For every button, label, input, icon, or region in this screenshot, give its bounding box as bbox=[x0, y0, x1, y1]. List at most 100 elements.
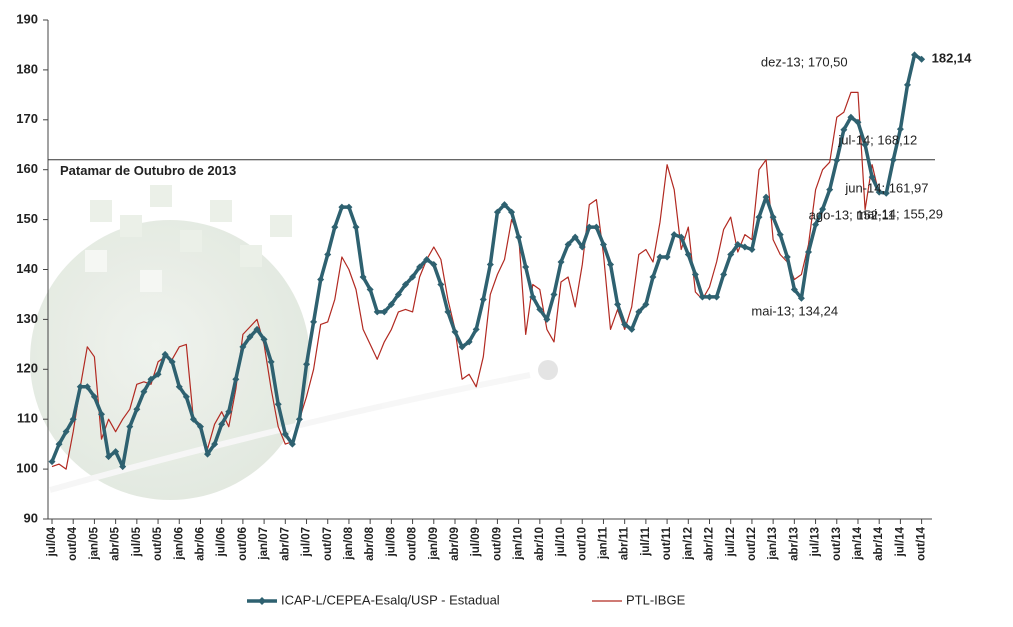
point-marker bbox=[578, 243, 586, 251]
point-marker bbox=[387, 300, 395, 308]
x-tick-label: jul/13 bbox=[810, 527, 822, 557]
data-label: ago-13; 152,11 bbox=[809, 208, 896, 223]
point-marker bbox=[635, 308, 643, 316]
x-tick-label: jul/06 bbox=[216, 527, 228, 557]
point-marker bbox=[97, 410, 105, 418]
data-label: mai-13; 134,24 bbox=[751, 304, 838, 319]
point-marker bbox=[522, 263, 530, 271]
data-label: 182,14 bbox=[932, 51, 973, 66]
point-marker bbox=[218, 420, 226, 428]
point-marker bbox=[783, 253, 791, 261]
x-tick-label: jul/04 bbox=[46, 526, 58, 557]
point-marker bbox=[642, 300, 650, 308]
point-marker bbox=[423, 256, 431, 264]
point-marker bbox=[911, 51, 919, 59]
point-marker bbox=[260, 335, 268, 343]
x-tick-label: out/04 bbox=[67, 526, 79, 560]
data-label: jun-14; 161,97 bbox=[844, 180, 928, 195]
x-tick-label: jul/07 bbox=[301, 527, 313, 557]
y-tick-label: 90 bbox=[24, 510, 38, 525]
point-marker bbox=[571, 233, 579, 241]
point-marker bbox=[451, 328, 459, 336]
x-tick-label: jul/08 bbox=[385, 526, 397, 557]
point-marker bbox=[274, 400, 282, 408]
point-marker bbox=[621, 320, 629, 328]
x-tick-label: abr/05 bbox=[110, 526, 122, 560]
point-marker bbox=[727, 251, 735, 259]
x-tick-label: jan/09 bbox=[428, 527, 440, 561]
legend-label: ICAP-L/CEPEA-Esalq/USP - Estadual bbox=[281, 592, 500, 607]
x-tick-label: abr/07 bbox=[279, 527, 291, 561]
point-marker bbox=[409, 273, 417, 281]
legend-marker bbox=[258, 597, 266, 605]
y-tick-label: 190 bbox=[16, 11, 38, 26]
point-marker bbox=[493, 208, 501, 216]
point-marker bbox=[345, 203, 353, 211]
point-marker bbox=[105, 453, 113, 461]
point-marker bbox=[797, 294, 805, 302]
point-marker bbox=[196, 423, 204, 431]
point-marker bbox=[826, 186, 834, 194]
point-marker bbox=[515, 233, 523, 241]
point-marker bbox=[444, 308, 452, 316]
point-marker bbox=[875, 188, 883, 196]
point-marker bbox=[402, 280, 409, 288]
point-marker bbox=[755, 213, 763, 221]
y-tick-label: 100 bbox=[16, 461, 38, 476]
point-marker bbox=[465, 338, 473, 346]
point-marker bbox=[331, 223, 339, 231]
x-tick-label: jan/14 bbox=[852, 526, 864, 560]
point-marker bbox=[840, 126, 848, 134]
point-marker bbox=[147, 375, 155, 383]
point-marker bbox=[833, 156, 841, 164]
legend-label: PTL-IBGE bbox=[626, 592, 686, 607]
point-marker bbox=[861, 141, 869, 149]
x-tick-label: jul/12 bbox=[725, 527, 737, 557]
x-tick-label: out/13 bbox=[831, 527, 843, 561]
point-marker bbox=[295, 415, 303, 423]
point-marker bbox=[656, 253, 664, 261]
point-marker bbox=[585, 223, 593, 231]
x-tick-label: jan/05 bbox=[88, 526, 100, 560]
point-marker bbox=[239, 343, 247, 351]
point-marker bbox=[790, 285, 798, 293]
point-marker bbox=[670, 231, 678, 239]
point-marker bbox=[918, 55, 926, 63]
point-marker bbox=[119, 463, 127, 471]
x-tick-label: out/05 bbox=[152, 526, 164, 560]
point-marker bbox=[458, 343, 466, 351]
point-marker bbox=[189, 415, 197, 423]
data-label: jul-14; 168,12 bbox=[837, 133, 917, 148]
point-marker bbox=[543, 315, 551, 323]
x-tick-label: out/12 bbox=[746, 527, 758, 561]
point-marker bbox=[854, 118, 862, 126]
point-marker bbox=[204, 450, 212, 458]
point-marker bbox=[599, 241, 607, 249]
x-tick-label: jan/12 bbox=[682, 527, 694, 561]
point-marker bbox=[416, 263, 424, 271]
point-marker bbox=[592, 223, 600, 231]
point-marker bbox=[529, 293, 537, 301]
point-marker bbox=[776, 231, 784, 239]
series-line bbox=[51, 91, 880, 470]
point-marker bbox=[649, 273, 657, 281]
point-marker bbox=[62, 428, 70, 436]
point-marker bbox=[380, 308, 388, 316]
point-marker bbox=[663, 253, 671, 261]
point-marker bbox=[373, 308, 381, 316]
x-tick-label: jan/10 bbox=[513, 527, 525, 561]
x-tick-label: out/10 bbox=[576, 527, 588, 561]
x-tick-label: jul/10 bbox=[555, 527, 567, 557]
x-tick-label: abr/13 bbox=[788, 527, 800, 561]
x-tick-label: jan/13 bbox=[767, 527, 779, 561]
x-tick-label: out/09 bbox=[491, 527, 503, 561]
point-marker bbox=[281, 430, 289, 438]
point-marker bbox=[140, 388, 148, 396]
y-tick-label: 180 bbox=[16, 61, 38, 76]
point-marker bbox=[769, 213, 777, 221]
x-tick-label: jul/14 bbox=[894, 526, 906, 557]
point-marker bbox=[614, 300, 622, 308]
point-marker bbox=[896, 125, 904, 133]
point-marker bbox=[734, 241, 742, 249]
point-marker bbox=[628, 325, 636, 333]
